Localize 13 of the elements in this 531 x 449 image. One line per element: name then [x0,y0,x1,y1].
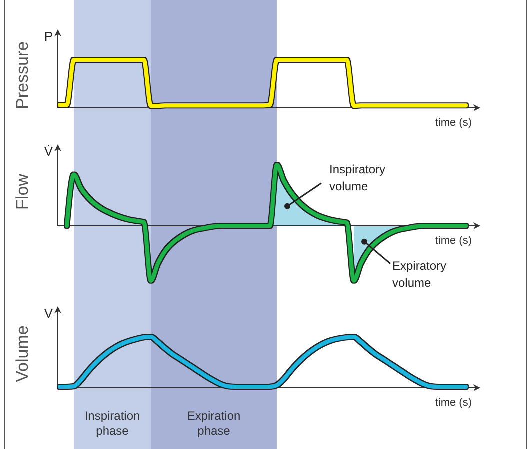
text: Inspiration phase [84,409,140,438]
annotation: Expiratory volume [392,258,447,290]
y-axis-title: Pressure [13,41,32,110]
text: Expiration phase [187,409,241,438]
text: V̇ [44,144,54,159]
x-axis-title: time (s) [435,397,472,409]
text: P [44,29,53,44]
annotation: Inspiratory volume [330,162,386,194]
x-axis-title: time (s) [435,235,472,247]
x-axis-title: time (s) [435,117,472,129]
text: V [44,306,54,321]
y-axis-title: Flow [13,173,32,210]
y-axis-title: Volume [13,326,32,382]
